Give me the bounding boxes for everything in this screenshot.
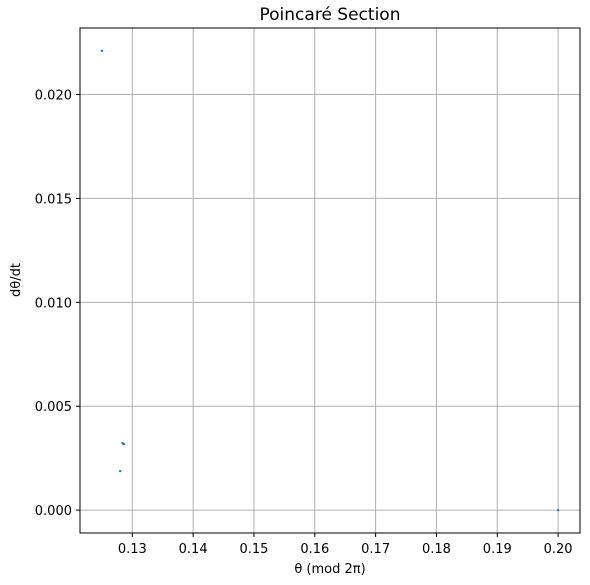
plot-frame [79, 27, 581, 534]
x-axis-ticks: 0.13 0.14 0.15 0.16 0.17 0.18 0.19 0.20 [118, 533, 573, 557]
x-tick-label: 0.17 [361, 542, 390, 557]
data-point [118, 469, 122, 473]
data-point [100, 49, 104, 53]
chart-title: Poincaré Section [260, 5, 401, 25]
grid-lines [80, 28, 580, 533]
data-points [100, 49, 560, 512]
y-axis-label: dθ/dt [9, 263, 24, 297]
y-tick-label: 0.005 [35, 400, 72, 415]
data-point [556, 508, 560, 512]
x-tick-label: 0.20 [544, 542, 573, 557]
x-tick-label: 0.14 [179, 542, 208, 557]
y-tick-label: 0.020 [35, 89, 72, 104]
x-axis-label: θ (mod 2π) [294, 562, 365, 577]
data-point [121, 442, 125, 445]
x-tick-label: 0.18 [422, 542, 451, 557]
x-tick-label: 0.15 [239, 542, 268, 557]
x-tick-label: 0.19 [483, 542, 512, 557]
y-tick-label: 0.000 [35, 504, 72, 519]
y-axis-ticks: 0.000 0.005 0.010 0.015 0.020 [35, 89, 80, 519]
y-tick-label: 0.015 [35, 192, 72, 207]
x-tick-label: 0.16 [300, 542, 329, 557]
y-tick-label: 0.010 [35, 296, 72, 311]
x-tick-label: 0.13 [118, 542, 147, 557]
